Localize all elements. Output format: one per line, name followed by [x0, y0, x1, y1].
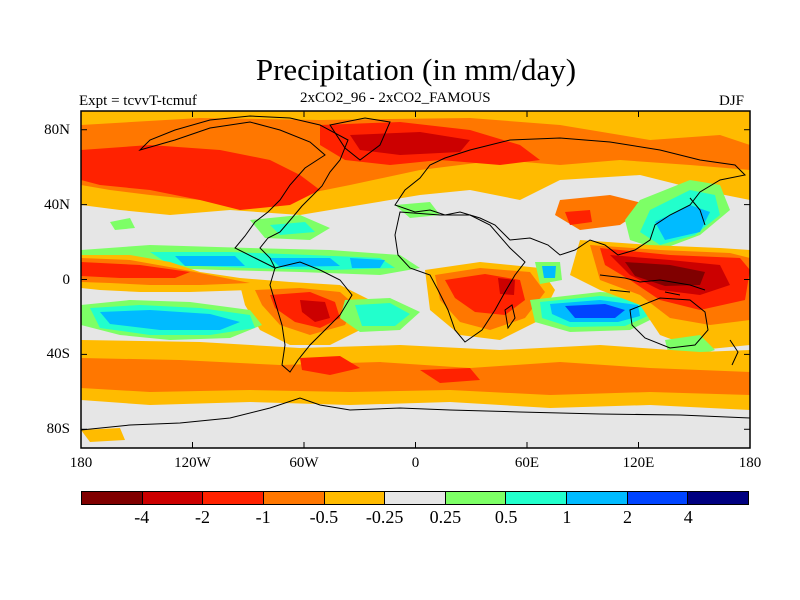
contour-region [100, 310, 240, 330]
lat-tick-label: 40N [44, 196, 70, 213]
contour-region [565, 210, 592, 225]
contour-region [420, 368, 480, 383]
contour-region [565, 304, 625, 318]
colorbar-label: -4 [134, 507, 150, 527]
lon-tick-label: 0 [411, 455, 420, 471]
contour-region [81, 428, 125, 442]
experiment-label: Expt = tcvvT-tcmuf [79, 93, 197, 109]
colorbar-cell [688, 492, 749, 504]
contour-region [300, 356, 360, 375]
contour-region [270, 222, 315, 235]
coastline-eurasia [394, 137, 747, 256]
lat-tick-label: 80S [46, 421, 70, 438]
coastline-japan [689, 197, 706, 226]
plot-title: Precipitation (in mm/day) [255, 52, 577, 87]
contour-region [625, 262, 705, 286]
coastline-antarctica [81, 397, 750, 431]
contour-region [655, 205, 710, 240]
coastline-south-america [269, 261, 353, 373]
colorbar-label: 0.25 [429, 507, 462, 527]
colorbar-label: 0.5 [494, 507, 518, 527]
lat-tick-label: 0 [62, 271, 71, 288]
coastline-greenland [329, 117, 391, 161]
colorbar-cell [385, 492, 446, 504]
colorbar-cell [506, 492, 568, 504]
difference-label: 2xCO2_96 - 2xCO2_FAMOUS [300, 90, 491, 106]
colorbar [81, 491, 749, 505]
colorbar-cell [627, 492, 689, 504]
colorbar-cell [567, 492, 628, 504]
colorbar-label: -2 [194, 507, 210, 527]
coastline-north-america [138, 115, 349, 270]
colorbar-label: -1 [255, 507, 271, 527]
contour-region [175, 256, 245, 266]
lon-tick-label: 60E [514, 455, 540, 471]
lon-tick-label: 180 [738, 455, 762, 471]
coastline-new-zealand [729, 339, 739, 366]
season-label: DJF [719, 93, 745, 109]
contour-region [355, 303, 410, 326]
lon-tick-label: 180 [69, 455, 93, 471]
contour-region [350, 258, 385, 268]
contour-region [81, 358, 750, 395]
lat-tick-label: 80N [44, 121, 70, 138]
contour-region [498, 278, 515, 295]
colorbar-label: -0.5 [309, 507, 339, 527]
colorbar-label: 2 [623, 507, 633, 527]
contour-region [542, 266, 556, 278]
contour-region [110, 218, 135, 230]
contour-region [81, 262, 190, 278]
coastline-australia [629, 297, 709, 349]
contour-region [300, 300, 330, 322]
coastline-maritime-continent [599, 274, 706, 296]
coastlines [81, 115, 750, 431]
contour-region [350, 132, 470, 155]
colorbar-cell [142, 492, 204, 504]
contour-region [190, 160, 280, 195]
colorbar-cell [203, 492, 264, 504]
coastline-africa [394, 211, 526, 343]
coastline-madagascar [504, 304, 516, 330]
lon-tick-label: 120W [174, 455, 211, 471]
colorbar-cell [445, 492, 507, 504]
lat-tick-label: 40S [46, 346, 70, 363]
colorbar-cell [82, 492, 143, 504]
colorbar-cell [324, 492, 386, 504]
precip-contours [81, 111, 750, 442]
lon-tick-label: 120E [622, 455, 655, 471]
colorbar-label: -0.25 [365, 507, 404, 527]
axis-ticks [80, 111, 751, 448]
colorbar-cell [263, 492, 325, 504]
colorbar-label: 4 [683, 507, 693, 527]
contour-region [270, 258, 340, 267]
colorbar-label: 1 [562, 507, 572, 527]
lon-tick-label: 60W [289, 455, 319, 471]
